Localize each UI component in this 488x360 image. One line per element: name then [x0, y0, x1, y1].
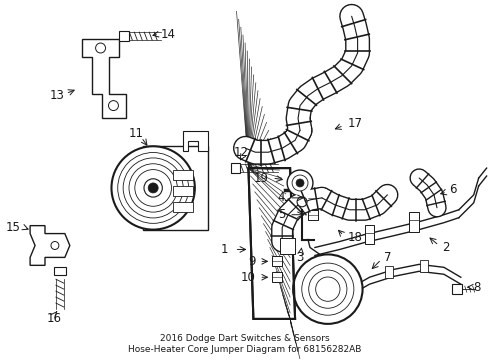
- Polygon shape: [81, 39, 126, 118]
- Bar: [119, 31, 129, 41]
- Bar: [173, 202, 192, 212]
- Polygon shape: [30, 226, 70, 265]
- Text: 5: 5: [277, 208, 285, 221]
- Polygon shape: [248, 168, 294, 319]
- Text: 10: 10: [240, 271, 255, 284]
- Bar: [307, 193, 317, 203]
- Bar: [272, 256, 282, 266]
- Text: 9: 9: [247, 255, 255, 268]
- Bar: [272, 272, 282, 282]
- Bar: [419, 260, 427, 272]
- Polygon shape: [183, 131, 207, 151]
- Circle shape: [286, 170, 312, 196]
- Text: 3: 3: [296, 251, 303, 264]
- Circle shape: [96, 43, 105, 53]
- Text: 12: 12: [233, 146, 248, 159]
- Bar: [408, 212, 418, 231]
- Circle shape: [108, 100, 118, 111]
- Text: 7: 7: [384, 251, 391, 264]
- Text: 11: 11: [128, 127, 143, 140]
- Text: 4: 4: [277, 192, 285, 204]
- Bar: [230, 163, 240, 173]
- Text: 6: 6: [448, 184, 455, 197]
- Polygon shape: [280, 238, 294, 255]
- Bar: [54, 267, 66, 275]
- Bar: [307, 210, 317, 220]
- Text: 18: 18: [347, 231, 362, 244]
- Text: 8: 8: [473, 281, 480, 294]
- Text: 19: 19: [253, 171, 268, 185]
- Circle shape: [296, 197, 306, 207]
- Circle shape: [148, 183, 158, 193]
- Text: 17: 17: [347, 117, 362, 130]
- Bar: [385, 266, 392, 278]
- Circle shape: [292, 255, 362, 324]
- Circle shape: [111, 146, 194, 230]
- Bar: [173, 186, 192, 196]
- Text: 1: 1: [221, 243, 228, 256]
- Text: 2016 Dodge Dart Switches & Sensors
Hose-Heater Core Jumper Diagram for 68156282A: 2016 Dodge Dart Switches & Sensors Hose-…: [127, 334, 361, 354]
- Circle shape: [295, 179, 304, 187]
- Bar: [173, 170, 192, 180]
- Circle shape: [143, 179, 162, 197]
- Text: 2: 2: [441, 241, 448, 254]
- Text: 13: 13: [49, 89, 64, 102]
- Bar: [143, 146, 207, 230]
- Text: 14: 14: [161, 28, 176, 41]
- Text: 16: 16: [46, 312, 61, 325]
- Bar: [364, 225, 374, 244]
- Bar: [451, 284, 461, 294]
- Circle shape: [51, 242, 59, 249]
- Text: 15: 15: [5, 221, 20, 234]
